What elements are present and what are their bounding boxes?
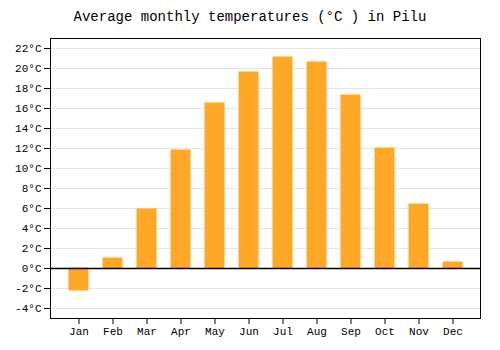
svg-text:May: May bbox=[205, 326, 225, 338]
svg-text:0°C: 0°C bbox=[22, 263, 42, 275]
svg-text:18°C: 18°C bbox=[15, 83, 42, 95]
svg-text:Jan: Jan bbox=[69, 326, 89, 338]
svg-text:Jun: Jun bbox=[239, 326, 259, 338]
svg-text:Apr: Apr bbox=[171, 326, 191, 338]
svg-text:Dec: Dec bbox=[443, 326, 463, 338]
svg-text:8°C: 8°C bbox=[22, 183, 42, 195]
svg-text:20°C: 20°C bbox=[15, 63, 42, 75]
svg-text:Sep: Sep bbox=[341, 326, 361, 338]
svg-text:22°C: 22°C bbox=[15, 43, 42, 55]
svg-text:-4°C: -4°C bbox=[15, 303, 42, 315]
svg-text:6°C: 6°C bbox=[22, 203, 42, 215]
svg-text:4°C: 4°C bbox=[22, 223, 42, 235]
svg-text:-2°C: -2°C bbox=[15, 283, 42, 295]
svg-text:Oct: Oct bbox=[375, 326, 395, 338]
svg-text:12°C: 12°C bbox=[15, 143, 42, 155]
html-text:Average monthly temperatures (: Average monthly temperatures (°C ) in Pi… bbox=[73, 9, 427, 25]
svg-text:14°C: 14°C bbox=[15, 123, 42, 135]
svg-text:Nov: Nov bbox=[409, 326, 429, 338]
svg-text:2°C: 2°C bbox=[22, 243, 42, 255]
svg-text:Aug: Aug bbox=[307, 326, 327, 338]
svg-text:Feb: Feb bbox=[103, 326, 123, 338]
svg-text:16°C: 16°C bbox=[15, 103, 42, 115]
svg-text:Mar: Mar bbox=[137, 326, 157, 338]
svg-text:10°C: 10°C bbox=[15, 163, 42, 175]
svg-text:Jul: Jul bbox=[273, 326, 293, 338]
